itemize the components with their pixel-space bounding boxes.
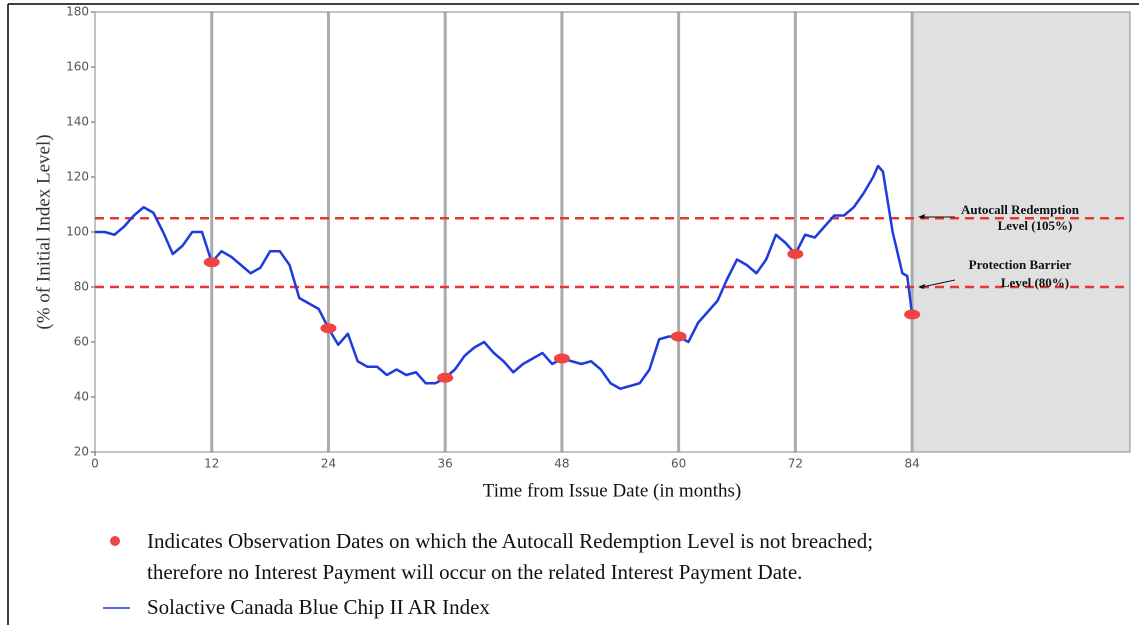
y-tick-label: 140 (66, 115, 89, 129)
y-tick-label: 40 (74, 390, 89, 404)
y-tick-label: 120 (66, 170, 89, 184)
x-tick-label: 84 (904, 457, 919, 471)
x-tick-label: 60 (671, 457, 686, 471)
y-tick-label: 60 (74, 335, 89, 349)
legend-label: Indicates Observation Dates on which the… (147, 529, 874, 584)
x-axis-label: Time from Issue Date (in months) (483, 480, 741, 501)
x-tick-label: 24 (321, 457, 336, 471)
x-tick-label: 72 (788, 457, 803, 471)
observation-point (670, 331, 687, 342)
arrow-head (918, 284, 925, 289)
arrow-head (918, 214, 925, 219)
y-tick-label: 80 (74, 280, 89, 294)
observation-point (904, 309, 921, 320)
reference-label: Protection Barrier Level (80%) (969, 257, 1072, 290)
y-tick-label: 180 (66, 5, 89, 19)
observation-point (203, 257, 220, 268)
reference-label: Autocall Redemption Level (105%) (961, 202, 1080, 233)
arrow (921, 279, 956, 288)
x-tick-label: 36 (438, 457, 453, 471)
x-tick-label: 48 (554, 457, 569, 471)
index-line (95, 164, 914, 390)
y-axis-label: (% of Initial Index Level) (33, 134, 54, 329)
y-tick-label: 100 (66, 225, 89, 239)
y-tick-label: 20 (74, 445, 89, 459)
y-tick-label: 160 (66, 60, 89, 74)
legend-label: Solactive Canada Blue Chip II AR Index (147, 595, 490, 619)
legend-marker (110, 536, 120, 546)
observation-point (787, 249, 804, 259)
observation-point (320, 323, 337, 334)
x-tick-label: 12 (204, 457, 219, 471)
observation-point (437, 372, 454, 383)
x-tick-label: 0 (91, 457, 99, 471)
observation-point (553, 353, 570, 364)
shaded-region (912, 12, 1130, 452)
